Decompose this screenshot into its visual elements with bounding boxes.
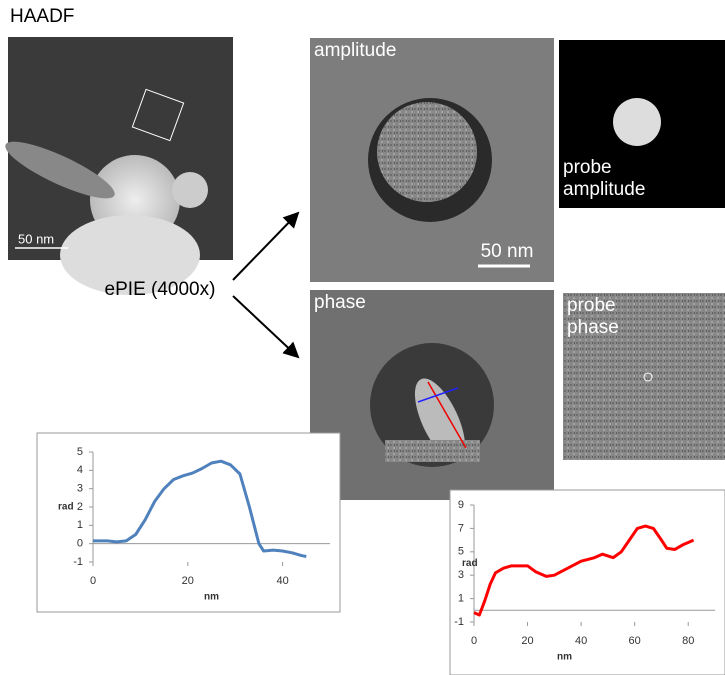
- y-tick-label: 5: [458, 546, 464, 558]
- amplitude-label: amplitude: [314, 40, 396, 61]
- x-tick-label: 60: [629, 635, 641, 647]
- x-tick-label: 0: [471, 635, 477, 647]
- x-tick-label: 20: [521, 635, 533, 647]
- y-tick-label: 5: [77, 446, 83, 458]
- y-tick-label: -1: [454, 616, 464, 628]
- haadf-scale: 50 nm: [18, 231, 54, 246]
- amplitude-image: amplitude 50 nm: [310, 38, 554, 282]
- x-tick-label: 40: [575, 635, 587, 647]
- probe-phase-image: probe phase: [563, 293, 725, 460]
- y-tick-label: -1: [73, 556, 83, 568]
- amplitude-scale: 50 nm: [481, 241, 534, 262]
- y-tick-label: 3: [458, 569, 464, 581]
- x-tick-label: 20: [182, 575, 194, 587]
- x-axis-label: nm: [557, 652, 572, 663]
- y-tick-label: 0: [77, 538, 83, 550]
- phase-label: phase: [314, 292, 366, 313]
- y-tick-label: 3: [77, 483, 83, 495]
- haadf-label: HAADF: [10, 6, 74, 27]
- phase-image: phase: [310, 290, 554, 500]
- y-tick-label: 4: [77, 464, 83, 476]
- y-tick-label: 7: [458, 522, 464, 534]
- probe-amplitude-label: amplitude: [563, 179, 645, 200]
- y-tick-label: 1: [77, 519, 83, 531]
- y-axis-label: rad: [462, 558, 478, 569]
- y-tick-label: 9: [458, 499, 464, 511]
- x-tick-label: 40: [276, 575, 288, 587]
- probe-amplitude-image: probe amplitude: [559, 40, 725, 208]
- x-axis-label: nm: [204, 592, 219, 603]
- probe-phase-label: probe: [567, 295, 616, 316]
- y-tick-label: 1: [458, 593, 464, 605]
- haadf-image: 50 nm: [0, 37, 233, 295]
- y-axis-label: rad: [58, 502, 74, 513]
- y-tick-label: 2: [77, 501, 83, 513]
- figure: HAADF 50 nm ePIE (4000x) amplitude 50 nm…: [0, 0, 725, 675]
- method-label: ePIE (4000x): [105, 279, 216, 300]
- probe-phase-label: phase: [567, 317, 619, 338]
- x-tick-label: 0: [90, 575, 96, 587]
- probe-amplitude-label: probe: [563, 157, 612, 178]
- x-tick-label: 80: [682, 635, 694, 647]
